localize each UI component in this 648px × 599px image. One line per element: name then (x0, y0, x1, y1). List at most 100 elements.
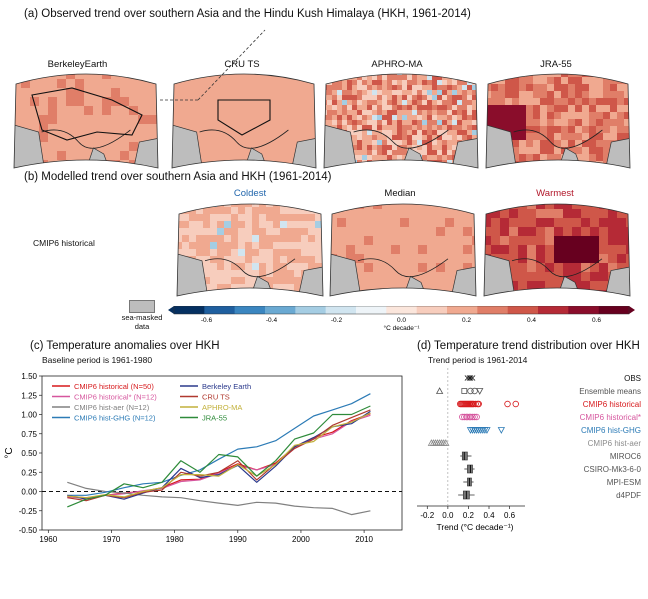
colorbar-swatch (568, 306, 599, 314)
point-marker (442, 439, 450, 446)
trend-distribution-chart: -0.2 0.0 0.2 0.4 0.6 Trend (°C decade⁻¹) OBS En… (417, 368, 642, 532)
colorbar-tick-label: -0.2 (331, 317, 343, 324)
series-line (67, 414, 371, 499)
x-tick-label: 0.6 (504, 511, 516, 520)
colorbar-swatch (477, 306, 508, 314)
colorbar-swatch (325, 306, 357, 314)
series-line (67, 410, 371, 500)
map-median (329, 203, 477, 297)
series-line (67, 413, 371, 499)
y-tick-label: 0.00 (21, 488, 37, 497)
sea-mask-label-line2: data (134, 322, 150, 331)
map-berkeley (13, 73, 159, 169)
map-warmest (483, 203, 631, 297)
row-label: CMIP6 hist-aer (588, 439, 642, 448)
point-marker (512, 400, 519, 408)
row-label: CSIRO-Mk3-6-0 (584, 465, 642, 474)
point-marker (461, 413, 468, 421)
panel-b-title: (b) Modelled trend over southern Asia an… (24, 171, 332, 183)
row-label: Ensemble means (579, 387, 641, 396)
row-label: OBS (624, 374, 641, 383)
panel-c-title: (c) Temperature anomalies over HKH (30, 340, 220, 352)
map-aphro (323, 73, 479, 169)
colorbar-tick-label: -0.6 (201, 317, 213, 324)
point-marker (504, 400, 511, 408)
zoom-connector (160, 29, 266, 101)
point-marker (467, 413, 474, 421)
map-title-jra: JRA-55 (540, 59, 572, 70)
colorbar-swatch (386, 306, 417, 314)
point-marker (470, 400, 477, 408)
colorbar-tick-label: 0.6 (592, 317, 601, 324)
y-axis-label: °C (4, 447, 15, 458)
y-tick-label: 0.50 (21, 449, 37, 458)
x-tick-label: 0.4 (483, 511, 495, 520)
colorbar-swatch (174, 306, 205, 314)
colorbar: -0.6 -0.4 -0.2 0.0 0.2 0.4 0.6 °C decade⁻¹ (168, 306, 635, 332)
colorbar-tick-label: 0.2 (462, 317, 471, 324)
y-tick-label: 1.25 (21, 391, 37, 400)
point-marker (467, 387, 474, 395)
point-marker (471, 387, 478, 395)
y-tick-label: 0.75 (21, 430, 37, 439)
temperature-anomaly-chart: 1.501.251.000.750.500.250.00-0.25-0.5019… (4, 372, 403, 544)
series-line (67, 481, 371, 516)
x-tick-label: 0.0 (442, 511, 454, 520)
colorbar-swatch (265, 306, 296, 314)
point-marker (476, 388, 484, 395)
sea-mask-label-line1: sea-masked (121, 313, 163, 322)
y-tick-label: 0.25 (21, 468, 37, 477)
point-marker (472, 400, 479, 408)
point-marker (471, 413, 478, 421)
colorbar-swatch (598, 306, 630, 314)
point-marker (464, 413, 471, 421)
legend-entry: CMIP6 historical* (N=12) (74, 393, 157, 402)
colorbar-tick-label: -0.4 (266, 317, 278, 324)
y-tick-label: -0.50 (19, 526, 38, 535)
point-marker (497, 427, 506, 434)
series-line (67, 405, 371, 508)
colorbar-swatch (507, 306, 539, 314)
row-label: CMIP6 historical* (580, 413, 641, 422)
series-line (67, 393, 371, 496)
point-marker (469, 413, 476, 421)
map-coldest (176, 203, 324, 297)
row-label: CMIP6 hist-GHG (581, 426, 641, 435)
colorbar-swatch (204, 306, 235, 314)
x-tick-label: 1960 (39, 535, 57, 544)
legend-entry: CRU TS (202, 393, 230, 402)
box-iqr (461, 451, 468, 461)
colorbar-tick-label: 0.0 (397, 317, 406, 324)
point-marker (459, 413, 466, 421)
x-tick-label: 0.2 (463, 511, 475, 520)
point-marker (473, 413, 480, 421)
point-marker (483, 427, 491, 434)
colorbar-swatch (356, 306, 387, 314)
legend-entry: CMIP6 hist-GHG (N=12) (74, 414, 156, 423)
colorbar-swatch (416, 306, 448, 314)
panel-a-title: (a) Observed trend over southern Asia an… (24, 8, 471, 20)
map-title-coldest: Coldest (233, 188, 267, 199)
x-tick-label: 1970 (103, 535, 121, 544)
map-title-aphro: APHRO-MA (371, 59, 423, 70)
row-label: CMIP6 historical (583, 400, 641, 409)
obs-marker (467, 375, 474, 381)
sea-mask-label: sea-masked data (121, 313, 163, 331)
map-jra (485, 73, 631, 169)
map-title-median: Median (384, 188, 416, 199)
row-label: MIROC6 (610, 452, 642, 461)
map-title-cru: CRU TS (224, 59, 260, 70)
colorbar-tick-label: 0.4 (527, 317, 536, 324)
map-title-berkeley: BerkeleyEarth (47, 59, 108, 70)
colorbar-swatch (447, 306, 478, 314)
y-tick-label: 1.00 (21, 411, 37, 420)
legend-entry: CMIP6 hist-aer (N=12) (74, 403, 150, 412)
x-axis-label: Trend (°C decade⁻¹) (436, 522, 513, 532)
colorbar-swatch (295, 306, 326, 314)
point-marker (435, 387, 444, 394)
x-tick-label: 2010 (355, 535, 373, 544)
series-line (67, 412, 371, 499)
colorbar-swatch (234, 306, 266, 314)
colorbar-unit: °C decade⁻¹ (383, 324, 420, 332)
panel-c-subtitle: Baseline period is 1961-1980 (42, 355, 153, 365)
